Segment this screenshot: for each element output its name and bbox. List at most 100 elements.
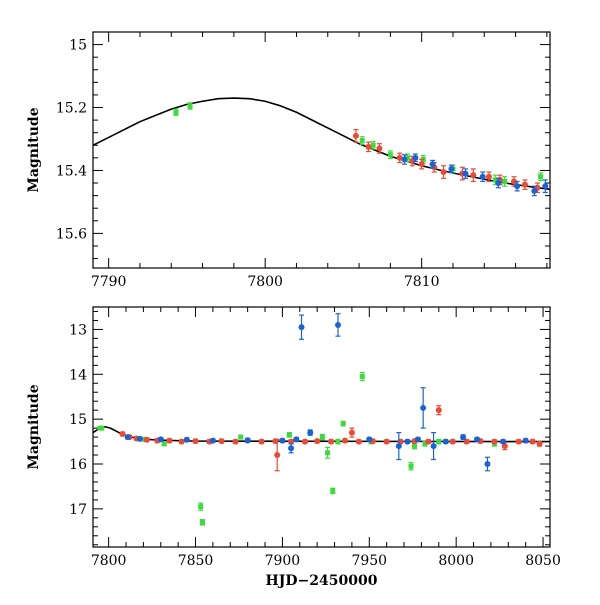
data-point [340,421,346,427]
plot-area [93,313,550,526]
data-point [420,404,427,411]
data-point [359,138,365,144]
data-point [395,443,402,450]
data-point [502,178,508,184]
data-point [314,438,321,445]
data-point [279,437,286,444]
data-point [500,438,507,445]
data-point [99,425,105,431]
data-point [348,429,355,436]
data-point [307,429,314,436]
plot-area [93,97,550,197]
data-point [412,154,419,161]
data-point [238,434,244,440]
data-point [161,441,167,447]
data-point [422,441,428,447]
data-point [136,435,143,442]
data-point [542,183,549,190]
data-point [244,437,251,444]
data-point [355,438,362,445]
x-tick-label: 7800 [91,553,127,569]
data-point [199,519,205,525]
data-point [166,437,173,444]
data-point [232,438,239,445]
x-tick-label: 8050 [525,553,561,569]
data-point [425,438,432,445]
data-point [366,436,373,443]
data-point [119,430,126,437]
data-point [330,488,336,494]
data-point [449,438,456,445]
data-point [335,439,341,445]
data-point [370,142,376,148]
data-point [383,438,390,445]
y-tick-label: 15 [69,412,87,428]
x-tick-label: 7800 [247,274,283,290]
bottom-panel: 7800 7850 7900 7950 8000 8050 13 14 15 16 17 Magnit… [26,306,561,589]
data-point [495,180,502,187]
data-point [341,437,348,444]
data-point [521,181,528,188]
data-point [522,437,529,444]
y-tick-label: 15.2 [56,101,87,117]
data-point [178,438,185,445]
data-point [157,436,164,443]
y-tick-label: 17 [69,502,87,518]
data-point [408,463,414,469]
data-point [293,436,300,443]
top-panel: 7790 7800 7810 15 15.2 15.4 15.6 Magnitude [26,31,551,290]
data-point [474,436,481,443]
data-point [288,445,295,452]
data-point [405,155,411,161]
x-tick-label: 8000 [438,553,474,569]
data-point [463,438,470,445]
data-point [192,438,199,445]
data-point [436,439,442,445]
series-blue [124,313,529,472]
data-point [198,504,204,510]
y-tick-label: 13 [69,322,87,338]
data-point [401,156,408,163]
data-point [460,434,467,441]
x-tick-label: 7900 [265,553,301,569]
data-point [404,438,411,445]
series-blue [401,153,549,197]
data-point [298,324,305,331]
data-point [491,438,498,445]
x-tick-label: 7950 [351,553,387,569]
x-axis-label: HJD−2450000 [266,573,378,589]
y-tick-label: 14 [69,367,87,383]
data-point [492,177,498,183]
x-tick-label: 7810 [404,274,440,290]
data-point [365,143,372,150]
data-point [187,103,193,109]
data-point [430,443,437,450]
y-axis-label: Magnitude [26,107,42,192]
data-point [328,438,335,445]
plot-frame [92,31,551,269]
data-point [173,109,179,115]
data-point [209,437,216,444]
data-point [288,438,295,445]
data-point [448,165,455,172]
axis-ticks [93,307,550,547]
x-tick-label: 7790 [91,274,127,290]
data-point [536,440,543,447]
data-point [274,452,281,459]
data-point [429,161,436,168]
data-point [183,436,190,443]
y-tick-label: 16 [69,457,87,473]
data-point [462,170,469,177]
data-point [325,450,331,456]
data-point [335,321,342,328]
data-point [301,438,308,445]
data-point [359,374,365,380]
data-point [514,183,521,190]
data-point [352,132,359,139]
x-tick-label: 7850 [178,553,214,569]
data-point [319,434,325,440]
data-point [515,438,522,445]
